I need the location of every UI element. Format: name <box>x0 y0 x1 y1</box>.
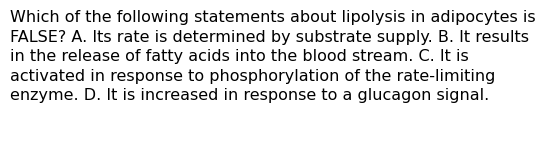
Text: Which of the following statements about lipolysis in adipocytes is
FALSE? A. Its: Which of the following statements about … <box>10 10 536 104</box>
